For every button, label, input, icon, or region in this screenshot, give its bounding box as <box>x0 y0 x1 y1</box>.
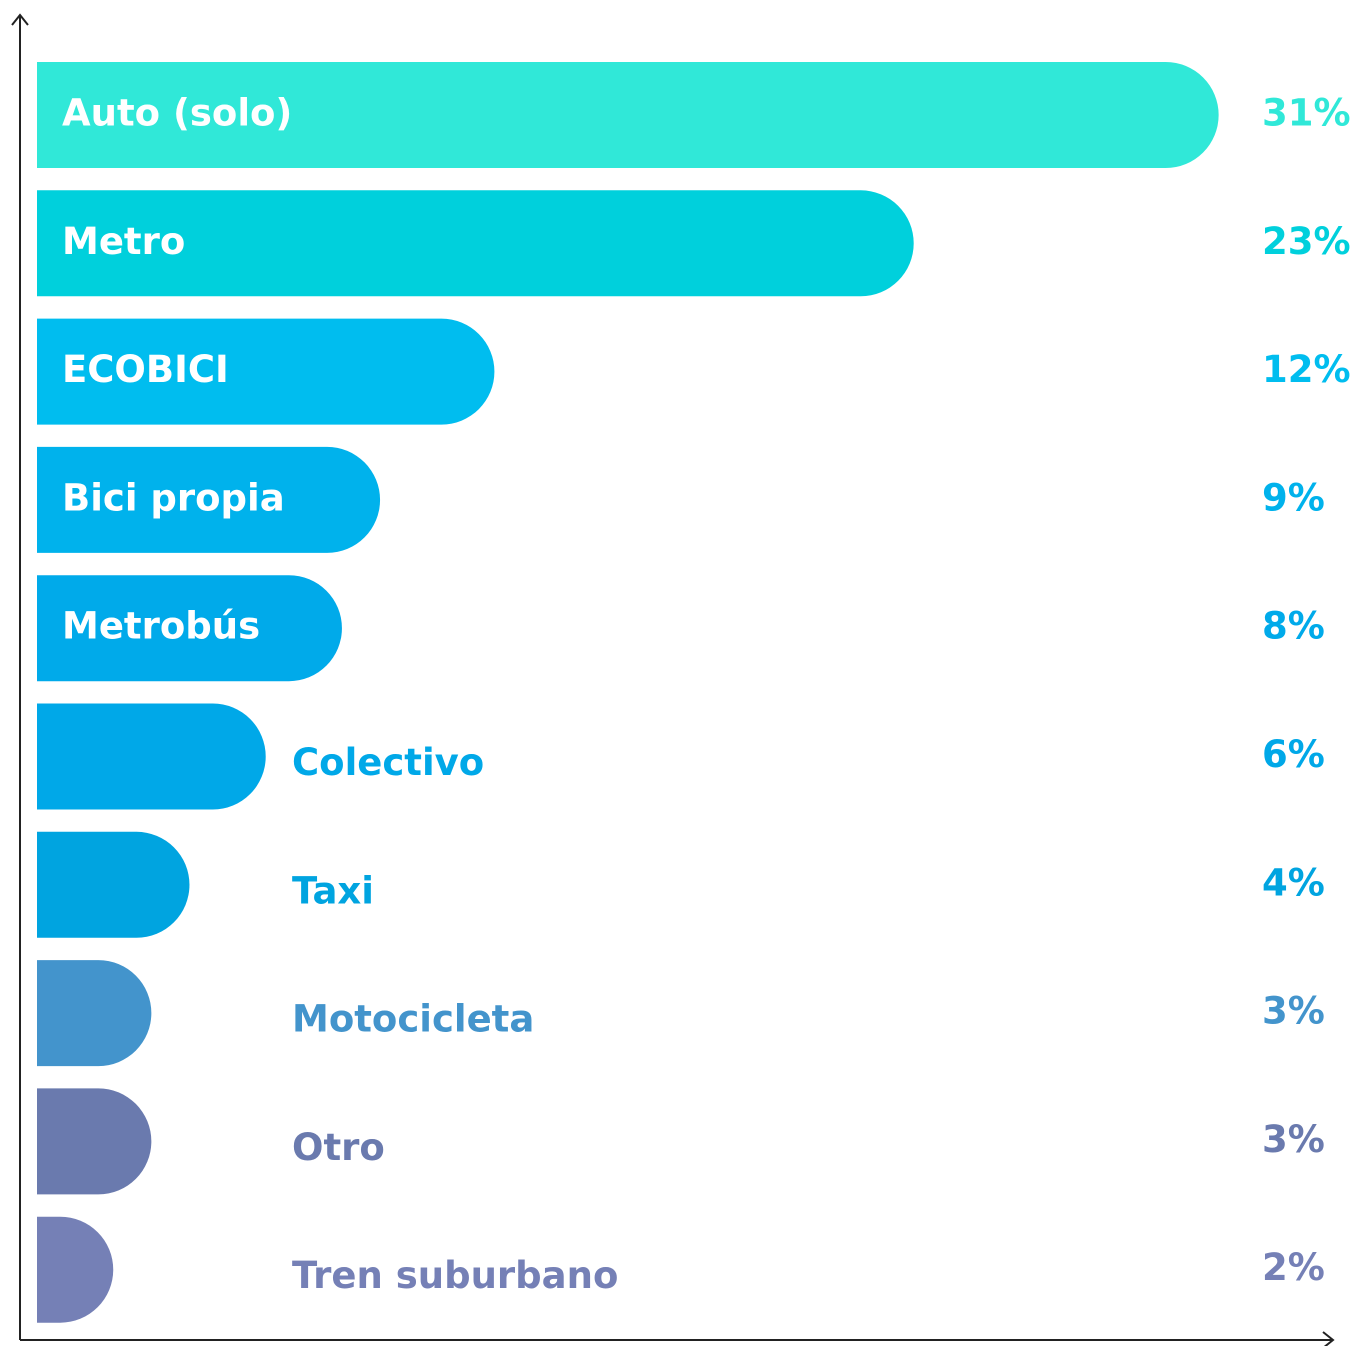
category-label: Otro <box>292 1126 385 1169</box>
bar <box>37 1216 114 1323</box>
category-label: Bici propia <box>62 476 285 519</box>
bar <box>37 703 266 810</box>
value-label: 3% <box>1262 1118 1325 1161</box>
value-label: 23% <box>1262 220 1351 263</box>
bar <box>37 446 381 553</box>
value-label: 31% <box>1262 92 1351 135</box>
value-label: 9% <box>1262 476 1325 519</box>
bar <box>37 318 495 425</box>
bar <box>37 831 190 938</box>
category-label: ECOBICI <box>62 348 229 391</box>
bar <box>37 1088 152 1195</box>
category-label: Metrobús <box>62 605 260 648</box>
value-label: 2% <box>1262 1246 1325 1289</box>
value-label: 12% <box>1262 348 1351 391</box>
x-axis-arrow <box>1322 1331 1335 1346</box>
category-label: Tren suburbano <box>292 1254 618 1297</box>
bar <box>37 190 914 297</box>
axes <box>11 13 1335 1346</box>
category-label: Colectivo <box>292 741 484 784</box>
value-label: 6% <box>1262 733 1325 776</box>
category-label: Taxi <box>292 869 374 912</box>
value-label: 8% <box>1262 605 1325 648</box>
value-label: 4% <box>1262 861 1325 904</box>
category-label: Metro <box>62 220 185 263</box>
y-axis-arrow <box>11 13 29 26</box>
bar <box>37 62 1219 168</box>
bar <box>37 575 342 682</box>
category-label: Auto (solo) <box>62 92 292 135</box>
category-label: Motocicleta <box>292 998 534 1041</box>
value-label: 3% <box>1262 990 1325 1033</box>
bar <box>37 960 152 1067</box>
